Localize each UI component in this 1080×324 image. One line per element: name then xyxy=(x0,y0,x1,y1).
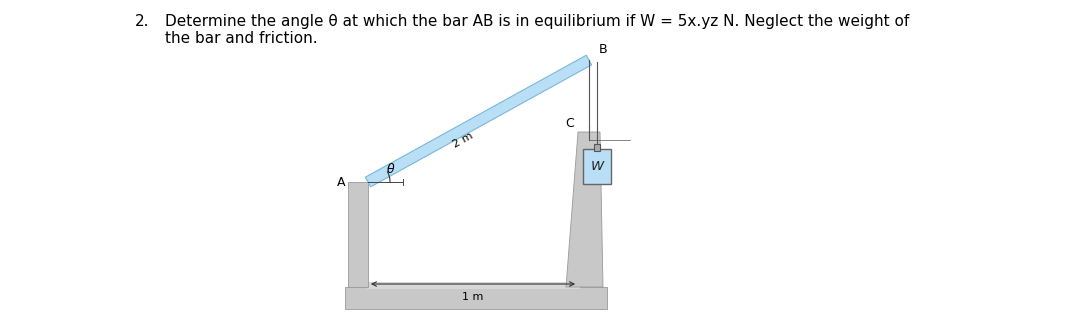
Polygon shape xyxy=(365,55,592,187)
Bar xyxy=(345,287,607,309)
Polygon shape xyxy=(566,132,603,287)
Text: C: C xyxy=(565,117,573,130)
Text: 1 m: 1 m xyxy=(462,292,484,302)
Bar xyxy=(367,282,580,289)
Text: θ: θ xyxy=(387,163,394,176)
Text: W: W xyxy=(591,160,604,173)
Bar xyxy=(594,144,600,151)
Bar xyxy=(348,182,368,287)
Bar xyxy=(583,149,611,184)
Text: 2.: 2. xyxy=(135,14,149,29)
Text: A: A xyxy=(337,176,345,189)
Text: 2 m: 2 m xyxy=(450,131,474,150)
Text: B: B xyxy=(599,43,608,56)
Text: Determine the angle θ at which the bar AB is in equilibrium if W = 5x.yz N. Negl: Determine the angle θ at which the bar A… xyxy=(165,14,909,46)
